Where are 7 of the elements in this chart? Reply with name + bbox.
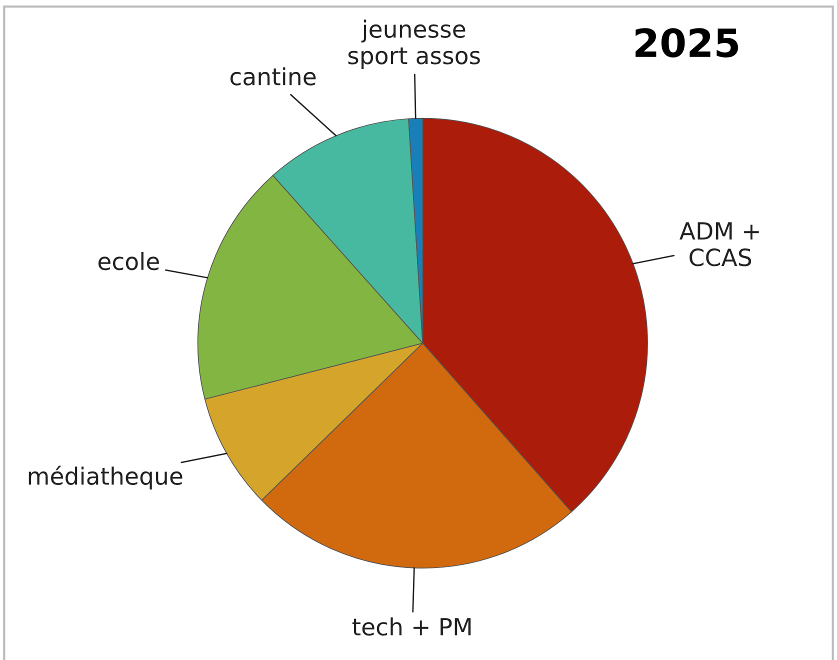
slice-label: cantine bbox=[230, 67, 316, 86]
slice-label: ADM + CCAS bbox=[680, 222, 759, 266]
slice-label: jeunesse sport assos bbox=[348, 20, 480, 69]
slice-label: médiatheque bbox=[28, 466, 182, 490]
slice-label: ecole bbox=[98, 252, 159, 270]
slice-label: tech + PM bbox=[352, 617, 471, 636]
chart-title: 2025 bbox=[636, 28, 738, 58]
